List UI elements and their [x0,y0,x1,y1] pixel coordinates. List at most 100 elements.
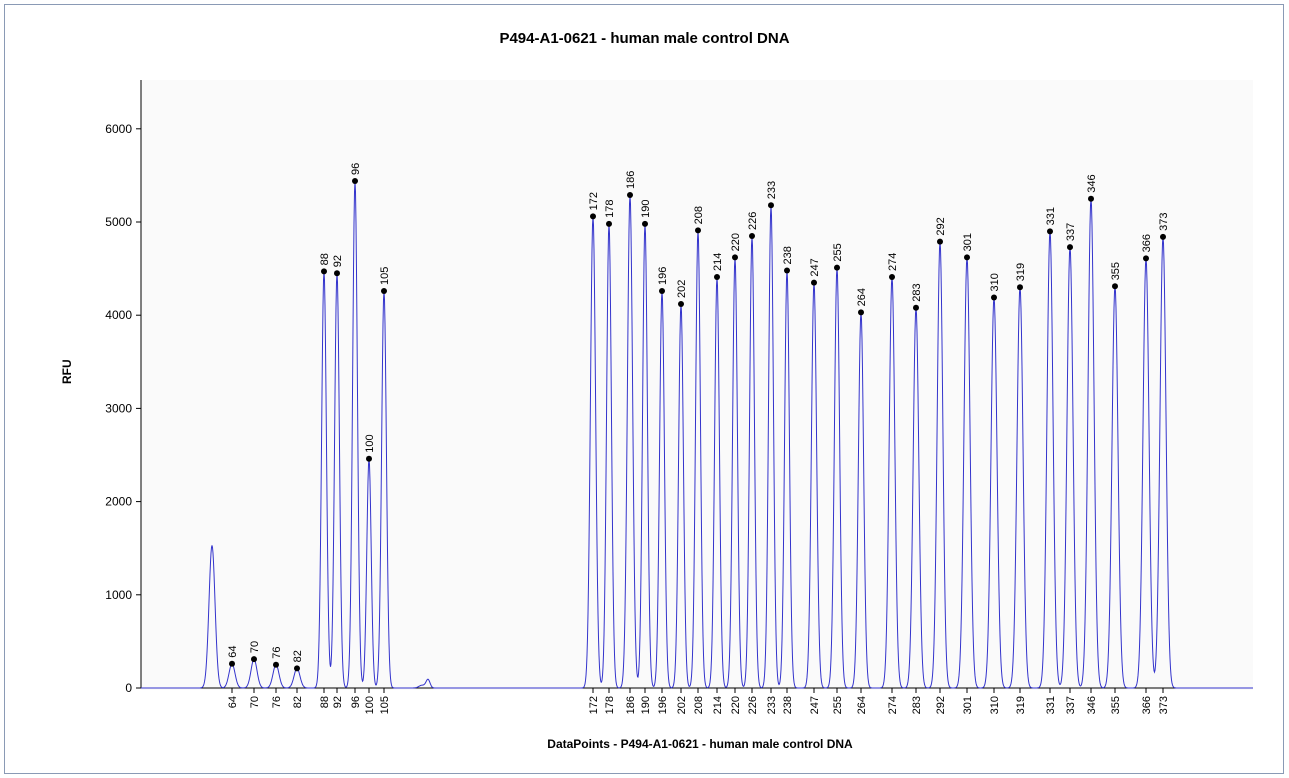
peak-label: 283 [911,283,923,301]
peak-marker [1088,195,1094,202]
peak-label: 172 [588,192,600,210]
peak-marker [1143,255,1149,262]
x-tick-label: 208 [693,696,705,714]
x-tick-label: 202 [676,696,688,714]
x-tick-label: 331 [1045,696,1057,714]
peak-marker [913,304,919,311]
y-tick-label: 4000 [105,308,132,322]
x-tick-label: 366 [1141,696,1153,714]
peak-marker [1160,233,1166,240]
peak-label: 96 [350,163,362,175]
x-tick-label: 373 [1158,696,1170,714]
y-tick-label: 6000 [105,122,132,136]
x-tick-label: 100 [364,696,376,714]
x-tick-label: 255 [832,696,844,714]
peak-label: 264 [856,288,868,306]
x-tick-label: 346 [1086,696,1098,714]
peak-label: 366 [1141,234,1153,252]
electropherogram-trace [141,180,1253,689]
x-axis-title: DataPoints - P494-A1-0621 - human male c… [547,737,853,751]
x-tick-label: 247 [809,696,821,714]
peak-marker [352,177,358,184]
peak-label: 82 [292,650,304,662]
peak-label: 373 [1158,213,1170,231]
peak-label: 202 [676,280,688,298]
peak-label: 214 [712,253,724,271]
peak-marker [590,213,596,220]
x-tick-label: 214 [712,696,724,714]
x-tick-label: 178 [604,696,616,714]
x-tick-label: 82 [292,696,304,708]
x-tick-label: 220 [730,696,742,714]
x-tick-label: 226 [747,696,759,714]
peak-label: 92 [332,255,344,267]
peak-label: 310 [989,273,1001,291]
x-tick-label: 196 [657,696,669,714]
x-tick-label: 64 [227,696,239,708]
peak-marker [659,287,665,294]
peak-label: 196 [657,267,669,285]
peak-marker [1112,283,1118,290]
peak-label: 319 [1015,263,1027,281]
peak-marker [889,273,895,280]
peak-marker [1017,284,1023,291]
plot-background [141,80,1253,690]
peak-label: 178 [604,200,616,218]
peak-label: 238 [782,246,794,264]
x-tick-label: 355 [1110,696,1122,714]
x-tick-label: 264 [856,696,868,714]
peak-marker [858,309,864,316]
x-tick-label: 172 [588,696,600,714]
peak-marker [642,220,648,227]
peak-label: 226 [747,212,759,230]
peak-label: 337 [1065,223,1077,241]
x-tick-label: 96 [350,696,362,708]
peak-marker [749,232,755,239]
peak-marker [273,661,279,668]
peak-marker [834,264,840,271]
y-tick-label: 0 [125,681,132,695]
x-tick-label: 70 [249,696,261,708]
x-tick-label: 92 [332,696,344,708]
x-tick-label: 274 [887,696,899,714]
peak-marker [321,268,327,275]
y-tick-label: 2000 [105,495,132,509]
peak-label: 233 [766,181,778,199]
peak-marker [714,273,720,280]
x-tick-labels: 64 70 76 82 88 92 96 100 105 172 178 186 190 196 202 20… [227,688,1170,714]
trace-line [141,180,1253,689]
peak-label: 88 [319,253,331,265]
peak-label: 100 [364,434,376,452]
x-tick-label: 319 [1015,696,1027,714]
peak-marker [964,254,970,261]
peak-marker [334,270,340,277]
peak-label: 292 [935,217,947,235]
peak-marker [695,227,701,234]
x-tick-label: 292 [935,696,947,714]
x-tick-label: 301 [962,696,974,714]
y-axis-title: RFU [60,359,74,384]
peak-marker [1067,244,1073,251]
peak-label: 274 [887,253,899,271]
peak-label: 64 [227,646,239,658]
peak-marker [294,665,300,672]
peak-label: 247 [809,258,821,276]
peak-marker [366,455,372,462]
peak-marker [606,220,612,227]
peak-marker [991,294,997,301]
peak-marker [732,254,738,261]
x-tick-label: 310 [989,696,1001,714]
y-tick-label: 3000 [105,401,132,415]
y-tick-label: 5000 [105,215,132,229]
peak-label: 186 [625,171,637,189]
peak-marker [229,660,235,667]
peak-label: 190 [640,200,652,218]
y-tick-label: 1000 [105,588,132,602]
peak-label: 301 [962,233,974,251]
peak-label: 255 [832,243,844,261]
peak-label: 331 [1045,207,1057,225]
peak-label: 346 [1086,174,1098,192]
x-tick-label: 233 [766,696,778,714]
x-tick-label: 186 [625,696,637,714]
